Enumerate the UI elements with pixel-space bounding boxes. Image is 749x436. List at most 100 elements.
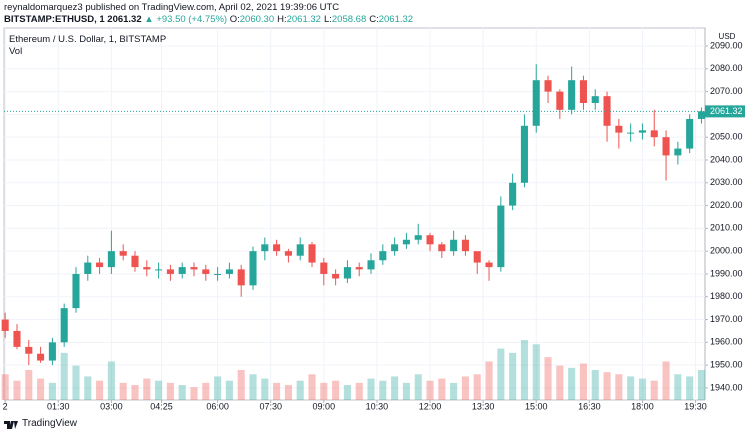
volume-bar bbox=[638, 378, 646, 400]
volume-bar bbox=[697, 370, 705, 400]
volume-bar bbox=[544, 357, 552, 400]
volume-bar bbox=[84, 376, 92, 400]
volume-bar bbox=[155, 380, 163, 400]
candle-body bbox=[60, 308, 68, 343]
volume-bar bbox=[190, 387, 198, 400]
volume-bar bbox=[261, 378, 269, 400]
candle-body bbox=[320, 262, 328, 274]
volume-bar bbox=[60, 352, 68, 400]
candle-body bbox=[166, 269, 174, 274]
legend-title: Ethereum / U.S. Dollar, 1, BITSTAMP bbox=[9, 34, 167, 45]
volume-bar bbox=[107, 361, 115, 400]
candle-body bbox=[37, 353, 45, 361]
volume-bar bbox=[379, 380, 387, 400]
volume-bar bbox=[485, 361, 493, 400]
y-tick-label: 1970.00 bbox=[710, 314, 743, 324]
x-tick-label: 12:00 bbox=[419, 401, 442, 411]
volume-bar bbox=[1, 374, 9, 400]
candle-body bbox=[686, 118, 694, 149]
x-tick-label: 07:30 bbox=[259, 401, 282, 411]
volume-bar bbox=[461, 376, 469, 400]
volume-bar bbox=[332, 380, 340, 400]
footer: TradingView bbox=[4, 418, 77, 429]
candle-body bbox=[355, 267, 363, 270]
symbol: BITSTAMP:ETHUSD, 1 bbox=[4, 14, 105, 25]
y-tick-label: 2010.00 bbox=[710, 223, 743, 233]
candle-body bbox=[84, 262, 92, 274]
ohlc-label: O: bbox=[229, 14, 240, 25]
candle-body bbox=[450, 239, 458, 252]
candle-body bbox=[343, 267, 351, 279]
candle-body bbox=[332, 273, 340, 279]
y-tick-label: 2090.00 bbox=[710, 40, 743, 50]
volume-bar bbox=[450, 382, 458, 400]
candle-body bbox=[662, 137, 670, 156]
volume-bar bbox=[426, 380, 434, 400]
candle-body bbox=[674, 148, 682, 156]
candle-body bbox=[615, 125, 623, 133]
candle-body bbox=[131, 255, 139, 268]
volume-bar bbox=[414, 374, 422, 400]
candle-body bbox=[48, 342, 56, 361]
x-tick-label: 01:30 bbox=[47, 401, 70, 411]
y-tick-label: 2050.00 bbox=[710, 132, 743, 142]
y-tick-label: 2070.00 bbox=[710, 86, 743, 96]
candle-body bbox=[568, 80, 576, 110]
volume-bar bbox=[591, 370, 599, 400]
x-tick-label: 09:00 bbox=[313, 401, 336, 411]
volume-bar bbox=[249, 374, 257, 400]
price: 2061.32 bbox=[107, 14, 142, 25]
ohlc: O:2060.30 H:2061.32 L:2058.68 C:2061.32 bbox=[230, 14, 416, 25]
y-tick-label: 1950.00 bbox=[710, 360, 743, 370]
candle-body bbox=[650, 130, 658, 138]
candle-body bbox=[497, 205, 505, 268]
volume-bar bbox=[473, 374, 481, 400]
candle-body bbox=[391, 244, 399, 252]
candle-body bbox=[579, 80, 587, 103]
candle-body bbox=[485, 262, 493, 268]
candle-body bbox=[473, 251, 481, 263]
volume-bar bbox=[13, 380, 21, 400]
y-tick-label: 2020.00 bbox=[710, 200, 743, 210]
candle-body bbox=[273, 244, 281, 252]
y-tick-label: 1980.00 bbox=[710, 291, 743, 301]
volume-bar bbox=[273, 382, 281, 400]
symbol-line: BITSTAMP:ETHUSD, 1 2061.32 ▲ +93.50 (+4.… bbox=[4, 14, 416, 25]
ohlc-value: 2058.68 bbox=[331, 14, 367, 25]
x-tick-label: 2 bbox=[3, 401, 8, 411]
y-tick-label: 2030.00 bbox=[710, 177, 743, 187]
ohlc-label: H: bbox=[277, 14, 287, 25]
x-tick-label: 19:30 bbox=[684, 401, 707, 411]
candle-body bbox=[438, 244, 446, 252]
last-price-tag bbox=[705, 105, 745, 118]
y-tick-label: 2080.00 bbox=[710, 63, 743, 73]
candle-body bbox=[214, 273, 222, 275]
candle-body bbox=[591, 96, 599, 103]
volume-bar bbox=[615, 374, 623, 400]
candle-body bbox=[697, 111, 705, 119]
y-tick-label: 1940.00 bbox=[710, 382, 743, 392]
candle-body bbox=[284, 251, 292, 256]
candle-body bbox=[25, 346, 33, 354]
y-tick-label: 2040.00 bbox=[710, 154, 743, 164]
logo bbox=[4, 420, 18, 429]
candle-body bbox=[1, 319, 9, 331]
publisher-line: reynaldomarquez3 published on TradingVie… bbox=[4, 2, 340, 13]
x-tick-label: 04:25 bbox=[150, 401, 173, 411]
volume-bar bbox=[402, 382, 410, 400]
ohlc-value: 2061.32 bbox=[286, 14, 321, 25]
volume-bar bbox=[367, 378, 375, 400]
volume-bar bbox=[391, 376, 399, 400]
volume-bar bbox=[131, 385, 139, 400]
plot-frame bbox=[3, 27, 706, 401]
candle-body bbox=[414, 235, 422, 240]
ohlc-label: C: bbox=[369, 14, 379, 25]
candle-body bbox=[261, 244, 269, 252]
volume-bar bbox=[320, 382, 328, 400]
candle-body bbox=[296, 244, 304, 256]
volume-bar bbox=[237, 370, 245, 400]
candle-body bbox=[532, 80, 540, 126]
candle-body bbox=[249, 251, 257, 286]
volume-bar bbox=[509, 352, 517, 400]
